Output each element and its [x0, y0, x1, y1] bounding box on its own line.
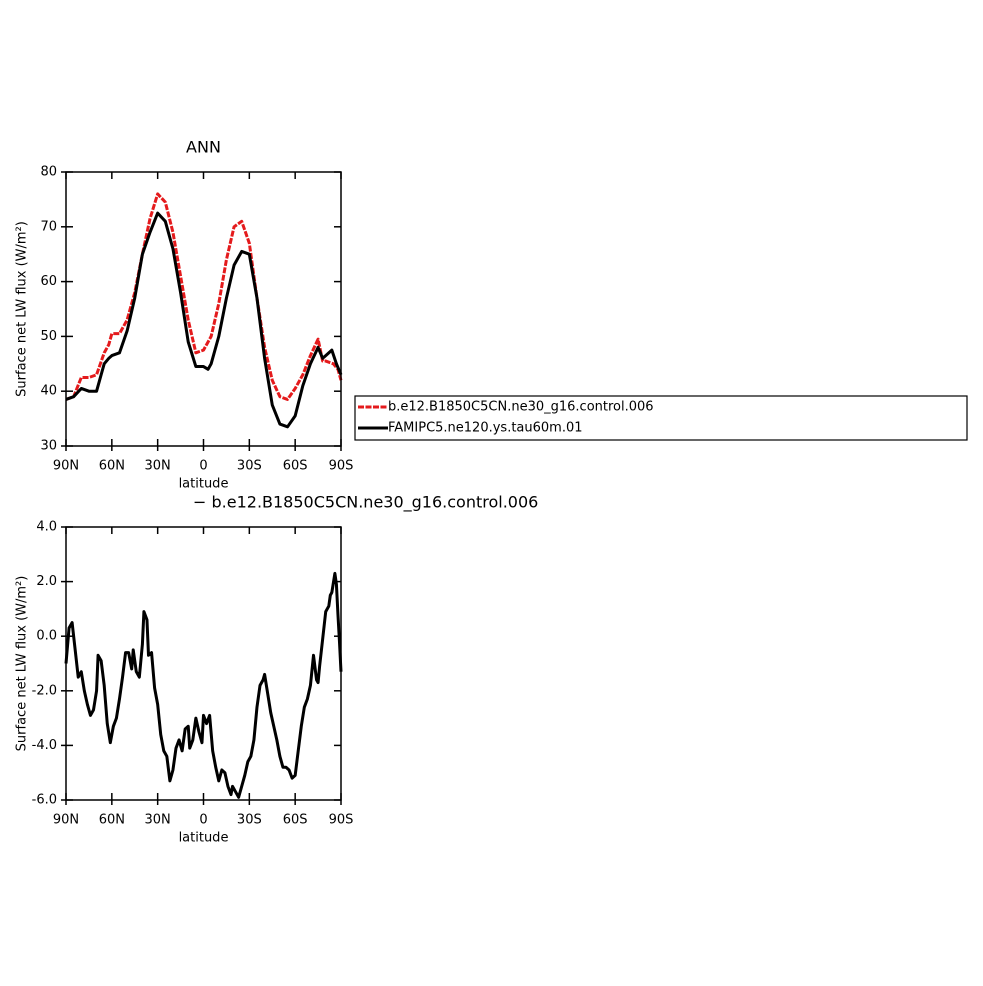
x-axis-label: latitude [179, 831, 229, 846]
y-tick-label: 70 [40, 219, 57, 234]
y-tick-label: 0.0 [36, 629, 57, 644]
x-tick-label: 30S [237, 459, 262, 474]
y-tick-label: -2.0 [32, 683, 57, 698]
y-tick-label: 80 [40, 165, 57, 180]
y-tick-label: 2.0 [36, 574, 57, 589]
legend-label: b.e12.B1850C5CN.ne30_g16.control.006 [388, 400, 654, 415]
y-tick-label: -6.0 [32, 793, 57, 808]
series-line [64, 571, 343, 799]
y-tick-label: 4.0 [36, 520, 57, 535]
legend-box [354, 395, 968, 441]
x-tick-label: 0 [199, 813, 207, 828]
legend-label: FAMIPC5.ne120.ys.tau60m.01 [388, 421, 583, 436]
x-tick-label: 60N [99, 459, 125, 474]
y-tick-label: 40 [40, 384, 57, 399]
y-tick-label: 50 [40, 329, 57, 344]
plot-frame [65, 526, 342, 801]
y-tick-label: 60 [40, 274, 57, 289]
x-tick-label: 60N [99, 813, 125, 828]
plot-frame [65, 171, 342, 447]
x-tick-label: 30S [237, 813, 262, 828]
panel: 30 40 50 60 70 80 90N 60N 30N 0 30S 60S 90S ANN latitu… [15, 138, 968, 492]
x-tick-label: 30N [145, 459, 171, 474]
x-tick-label: 30N [145, 813, 171, 828]
chart-title: ANN [186, 138, 221, 157]
y-axis-label-clip: Surface net LW flux (W/m²) [15, 576, 30, 752]
x-tick-label: 90S [329, 459, 354, 474]
x-tick-label: 90N [53, 813, 79, 828]
x-tick-label: 60S [283, 459, 308, 474]
x-tick-label: 60S [283, 813, 308, 828]
y-tick-label: -4.0 [32, 738, 57, 753]
series-line [65, 211, 343, 429]
x-tick-label: 0 [199, 459, 207, 474]
series-line [65, 192, 343, 401]
y-axis-label: Surface net LW flux (W/m²) [15, 221, 30, 397]
x-tick-label: 90N [53, 459, 79, 474]
chart-title: − b.e12.B1850C5CN.ne30_g16.control.006 [193, 493, 538, 513]
x-axis-label: latitude [179, 477, 229, 492]
y-axis-label: Surface net LW flux (W/m²) [15, 576, 30, 752]
panel: -6.0 -4.0 -2.0 0.0 2.0 4.0 90N 60N 30N 0 30S 60S 90S… [15, 493, 539, 846]
y-tick-label: 30 [40, 439, 57, 454]
x-tick-label: 90S [329, 813, 354, 828]
